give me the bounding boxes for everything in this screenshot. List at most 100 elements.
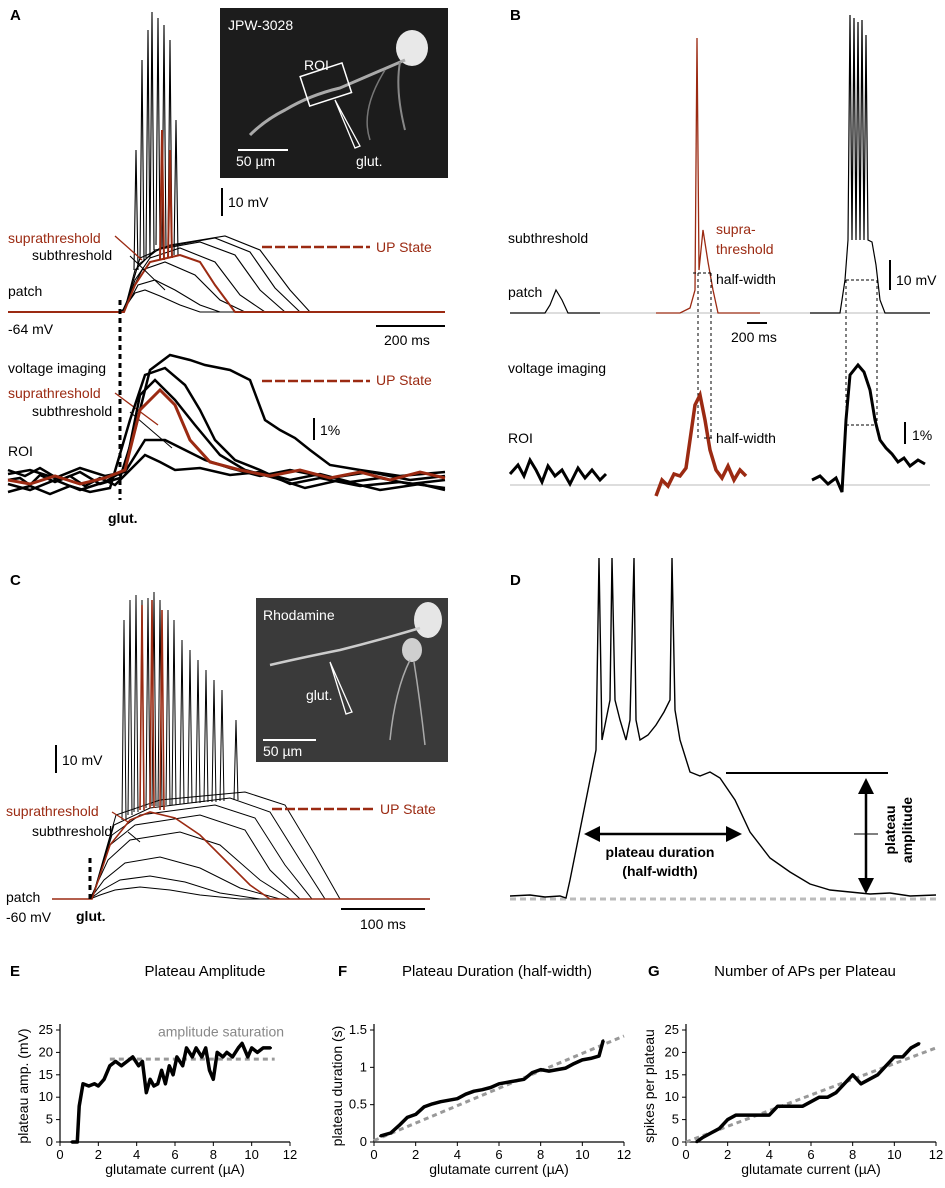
data-point-f xyxy=(431,1102,434,1106)
y-tick-label-f: 1.5 xyxy=(349,1022,367,1037)
data-point-e xyxy=(246,1055,250,1059)
y-tick-label-g: 20 xyxy=(665,1044,679,1059)
x-tick-label-g: 0 xyxy=(682,1147,689,1162)
data-point-f xyxy=(564,1066,567,1070)
data-point-g xyxy=(834,1091,838,1094)
data-point-f xyxy=(497,1082,501,1085)
data-point-g xyxy=(701,1136,704,1139)
b-supra-label-2: threshold xyxy=(716,241,774,257)
data-point-f xyxy=(456,1097,459,1100)
a-roi-label: ROI xyxy=(8,443,33,459)
data-point-f xyxy=(514,1079,517,1082)
data-point-e xyxy=(171,1073,175,1077)
data-point-e xyxy=(97,1084,100,1088)
fit-line-g xyxy=(685,1046,937,1144)
x-tick-label-f: 0 xyxy=(370,1147,377,1162)
data-point-g xyxy=(868,1078,871,1081)
inset-title: JPW-3028 xyxy=(228,17,293,33)
data-point-g xyxy=(759,1113,763,1117)
x-tick-label-e: 12 xyxy=(283,1147,297,1162)
y-axis-label-e: plateau amp. (mV) xyxy=(15,1028,31,1143)
b-scale-mv-label: 10 mV xyxy=(896,272,937,288)
b-patch-up-trace xyxy=(810,14,930,314)
y-tick-label-f: 0 xyxy=(360,1134,367,1149)
data-point-f xyxy=(506,1081,509,1084)
data-point-e xyxy=(212,1078,215,1081)
data-point-f xyxy=(531,1071,534,1074)
inset-glut-label: glut. xyxy=(356,153,382,169)
data-point-g xyxy=(776,1104,779,1108)
data-point-e xyxy=(231,1055,234,1059)
a-glut-label: glut. xyxy=(108,510,138,526)
data-point-e xyxy=(145,1091,148,1094)
y-tick-label-f: 0.5 xyxy=(349,1097,367,1112)
data-point-e xyxy=(168,1064,171,1068)
a-suprathreshold-label-2: suprathreshold xyxy=(8,385,101,401)
a-voltage-imaging-label: voltage imaging xyxy=(8,360,106,376)
data-point-e xyxy=(175,1055,179,1059)
chart-aps-per-plateau: Number of APs per Plateau 0 2 4 6 8 10 12 0 5 10 15… xyxy=(641,963,943,1177)
data-point-g xyxy=(734,1113,738,1117)
data-point-g xyxy=(751,1113,754,1117)
data-point-g xyxy=(884,1064,888,1068)
data-point-f xyxy=(589,1057,592,1060)
y-tick-label-g: 10 xyxy=(665,1089,679,1104)
c-scale-mv-label: 10 mV xyxy=(62,752,103,768)
x-axis-label-f: glutamate current (µA) xyxy=(429,1161,569,1177)
b-patch-label: patch xyxy=(508,284,542,300)
d-amplitude-label-1: plateau xyxy=(882,805,898,854)
data-point-g xyxy=(726,1118,729,1121)
b-scale-pct-label: 1% xyxy=(912,427,932,443)
data-point-f xyxy=(539,1068,542,1071)
chart-plateau-duration: Plateau Duration (half-width) 0 2 4 6 8 10 12 0 0… xyxy=(329,963,631,1177)
a-subthreshold-label: subthreshold xyxy=(32,247,112,263)
data-point-e xyxy=(77,1104,81,1108)
data-point-g xyxy=(859,1082,863,1085)
data-point-e xyxy=(237,1046,240,1050)
y-tick-label-e: 20 xyxy=(39,1044,53,1059)
data-point-f xyxy=(597,1054,601,1058)
b-subthreshold-label: subthreshold xyxy=(508,230,588,246)
data-point-e xyxy=(87,1084,90,1088)
data-point-g xyxy=(818,1096,821,1099)
a-suprathreshold-label: suprathreshold xyxy=(8,230,101,246)
y-tick-label-e: 10 xyxy=(39,1089,53,1104)
c-inset-title: Rhodamine xyxy=(263,607,335,623)
data-point-g xyxy=(743,1113,746,1117)
data-point-f xyxy=(406,1116,409,1119)
b-roi-up-trace xyxy=(811,362,926,493)
panel-label-g: G xyxy=(648,963,660,980)
y-tick-label-g: 25 xyxy=(665,1022,679,1037)
b-scale-ms-label: 200 ms xyxy=(731,329,777,345)
b-patch-supra-trace xyxy=(656,37,760,314)
data-point-e xyxy=(181,1064,184,1068)
data-point-e xyxy=(108,1064,112,1068)
x-tick-label-f: 4 xyxy=(454,1147,461,1162)
inset-roi-label: ROI xyxy=(304,57,329,73)
data-point-f xyxy=(422,1105,426,1109)
c-subthreshold-label: subthreshold xyxy=(32,823,112,839)
d-plateau-trace xyxy=(509,557,937,899)
panel-label-e: E xyxy=(10,963,20,980)
data-point-g xyxy=(768,1113,771,1117)
fit-line-f xyxy=(373,1034,625,1142)
data-point-g xyxy=(851,1073,854,1077)
panel-label-b: B xyxy=(510,7,521,24)
x-tick-label-e: 6 xyxy=(171,1147,178,1162)
data-point-e xyxy=(221,1055,225,1059)
y-tick-label-e: 0 xyxy=(46,1134,53,1149)
data-point-g xyxy=(901,1055,904,1059)
data-point-e xyxy=(240,1042,244,1045)
data-point-e xyxy=(125,1060,129,1063)
inset-scale-label: 50 µm xyxy=(236,153,275,169)
b-half-width-label: half-width xyxy=(716,271,776,287)
data-point-g xyxy=(826,1096,829,1099)
c-inset-scale-label: 50 µm xyxy=(263,743,302,759)
y-axis-label-g: spikes per plateau xyxy=(641,1029,657,1143)
data-point-e xyxy=(256,1051,259,1054)
chart-title-e: Plateau Amplitude xyxy=(145,963,266,980)
y-tick-label-e: 15 xyxy=(39,1067,53,1082)
data-series-e xyxy=(71,1041,271,1144)
x-tick-label-g: 2 xyxy=(724,1147,731,1162)
c-suprathreshold-label: suprathreshold xyxy=(6,803,99,819)
